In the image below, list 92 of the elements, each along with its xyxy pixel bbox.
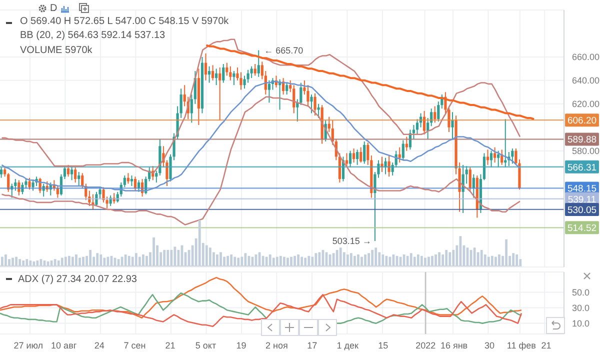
annotation: VOLUME 5970k <box>20 45 92 56</box>
candlestick <box>348 150 352 168</box>
candlestick <box>126 172 130 184</box>
ref-line-label: 530.05 <box>567 204 597 216</box>
line-series <box>0 276 522 319</box>
candlestick <box>78 171 80 187</box>
candlestick <box>222 63 225 84</box>
y-tick-label: 30.0 <box>572 303 590 313</box>
x-tick-label: 19 <box>236 340 246 350</box>
annotation: BB (20, 2) 564.63 592.14 537.13 <box>20 30 166 41</box>
candlestick <box>246 69 250 84</box>
annotation: ← 665.70 <box>264 45 304 56</box>
candlestick <box>292 84 296 114</box>
x-tick-label: 1 дек <box>336 340 359 350</box>
y-tick-label: 660.00 <box>572 52 600 62</box>
annotation: O 569.40 H 572.65 L 547.00 C 548.15 V 5970k <box>20 16 229 27</box>
candlestick <box>398 146 401 164</box>
candlestick <box>74 166 77 184</box>
candlestick <box>380 156 384 172</box>
candlestick <box>226 62 228 76</box>
y-tick-label: 640.00 <box>572 76 600 86</box>
candlestick <box>356 149 359 166</box>
x-tick-label: 5 окт <box>195 340 216 350</box>
x-tick-label: 24 <box>94 340 104 350</box>
candlestick <box>434 106 436 124</box>
candlestick <box>405 136 408 152</box>
candlestick <box>360 146 362 164</box>
candlestick <box>416 118 419 135</box>
y-tick-label: 50.0 <box>572 288 590 298</box>
x-tick-label: 17 <box>307 340 318 350</box>
y-tick-label: 580.00 <box>572 146 600 156</box>
ref-line-label: 539.11 <box>568 194 596 206</box>
candlestick <box>468 166 472 192</box>
ref-line-label: 548.15 <box>567 184 597 195</box>
ref-line-label: 514.52 <box>567 223 597 234</box>
x-tick-label: 30 <box>484 340 495 350</box>
ref-line-label: 566.31 <box>567 162 597 174</box>
x-tick-label: 2 ноя <box>266 340 288 350</box>
candlestick <box>215 68 218 86</box>
x-tick-label: 15 <box>378 340 388 350</box>
y-tick-label: 620.00 <box>572 99 600 110</box>
candlestick <box>490 150 493 168</box>
x-tick-label: 2022 <box>416 340 436 350</box>
candlestick <box>497 150 500 168</box>
annotation: D <box>50 3 58 14</box>
candlestick <box>212 64 214 81</box>
x-tick-label: 21 <box>165 340 176 350</box>
candlestick <box>437 101 440 122</box>
candlestick <box>402 140 404 161</box>
candlestick <box>232 70 236 86</box>
candlestick <box>81 172 84 189</box>
candlestick <box>511 148 514 164</box>
candlestick <box>306 84 310 107</box>
candlestick <box>314 92 316 116</box>
annotation: 503.15 → <box>332 236 372 246</box>
candlestick <box>0 166 3 178</box>
candlestick <box>310 94 313 114</box>
line-series <box>205 44 536 120</box>
x-tick-label: 11 фев <box>506 340 536 350</box>
candlestick <box>486 149 490 166</box>
candlestick <box>250 66 253 79</box>
x-tick-label: 27 июл <box>14 340 44 350</box>
y-tick-label: 10.0 <box>572 318 590 328</box>
candlestick <box>352 148 356 164</box>
x-tick-label: 7 сен <box>124 340 146 350</box>
annotation: ADX (7) 27.34 20.07 22.93 <box>18 274 137 285</box>
x-tick-label: 16 янв <box>440 340 468 350</box>
candlestick <box>208 66 211 84</box>
candlestick <box>204 52 208 81</box>
candlestick <box>130 174 134 187</box>
candlestick <box>32 180 34 192</box>
candlestick <box>345 152 348 167</box>
candlestick <box>240 72 242 90</box>
candlestick <box>63 166 66 180</box>
candlestick <box>384 157 387 175</box>
ref-line-label: 589.88 <box>567 134 597 146</box>
ref-line-label: 606.20 <box>567 116 597 127</box>
candlestick <box>254 63 256 76</box>
candlestick <box>504 118 507 168</box>
candlestick <box>28 177 31 190</box>
candlestick <box>268 80 270 104</box>
candlestick <box>451 112 454 140</box>
candlestick <box>363 140 366 164</box>
x-tick-label: 10 авг <box>51 340 78 350</box>
candlestick <box>70 166 74 181</box>
candlestick <box>218 67 222 121</box>
candlestick <box>494 146 496 164</box>
candlestick <box>257 50 260 78</box>
candlestick <box>66 164 70 178</box>
candlestick <box>229 66 232 81</box>
x-tick-label: 21 <box>541 340 552 350</box>
candlestick <box>286 82 288 95</box>
